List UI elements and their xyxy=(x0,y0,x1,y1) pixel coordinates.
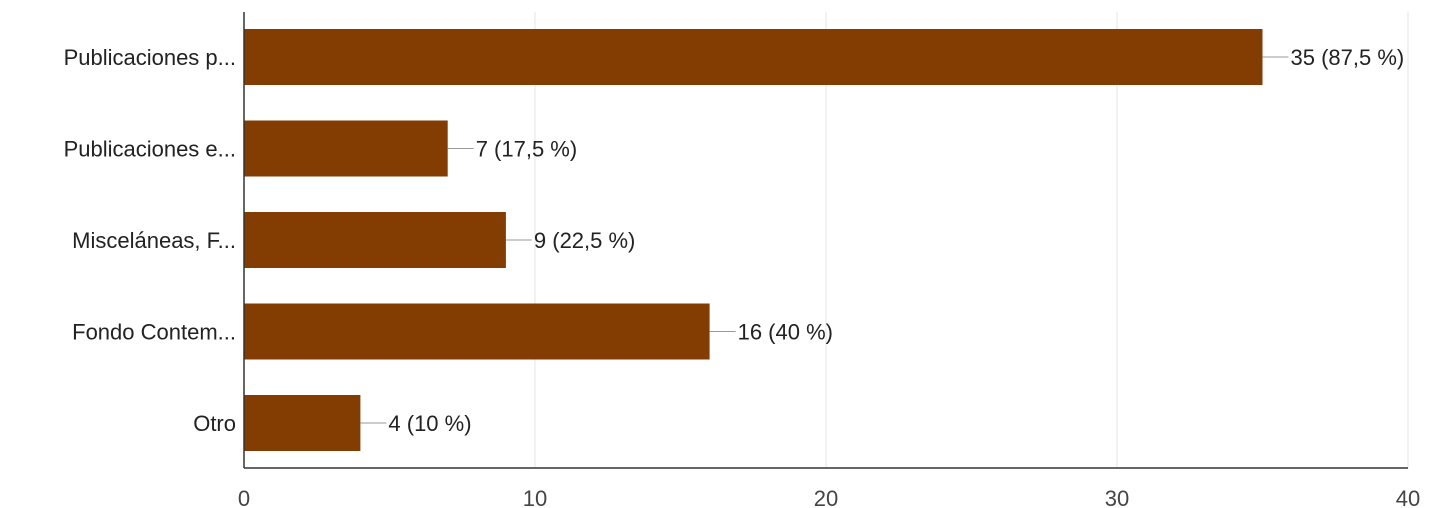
value-label: 9 (22,5 %) xyxy=(534,228,636,253)
bar xyxy=(244,120,448,177)
category-label: Publicaciones p... xyxy=(64,45,236,70)
value-label: 16 (40 %) xyxy=(738,320,833,345)
category-label: Otro xyxy=(193,411,236,436)
category-label: Misceláneas, F... xyxy=(72,228,236,253)
labels: 0 10 20 30 40 35 (87,5 %) Publicaciones p... 7 … xyxy=(64,45,1421,508)
category-label: Fondo Contem... xyxy=(72,320,236,345)
bar xyxy=(244,212,506,268)
grid-lines xyxy=(534,12,1409,468)
x-tick-label: 0 xyxy=(238,486,250,508)
x-tick-label: 40 xyxy=(1396,486,1420,508)
value-label: 35 (87,5 %) xyxy=(1291,45,1405,70)
bar xyxy=(244,29,1263,85)
category-label: Publicaciones e... xyxy=(64,137,236,162)
x-tick-label: 30 xyxy=(1105,486,1129,508)
value-label: 7 (17,5 %) xyxy=(476,137,578,162)
axes xyxy=(243,12,1408,469)
value-label: 4 (10 %) xyxy=(388,411,471,436)
x-tick-label: 20 xyxy=(814,486,838,508)
bars xyxy=(244,29,1289,451)
bar xyxy=(244,395,361,451)
bar xyxy=(244,303,710,360)
x-tick-label: 10 xyxy=(523,486,547,508)
